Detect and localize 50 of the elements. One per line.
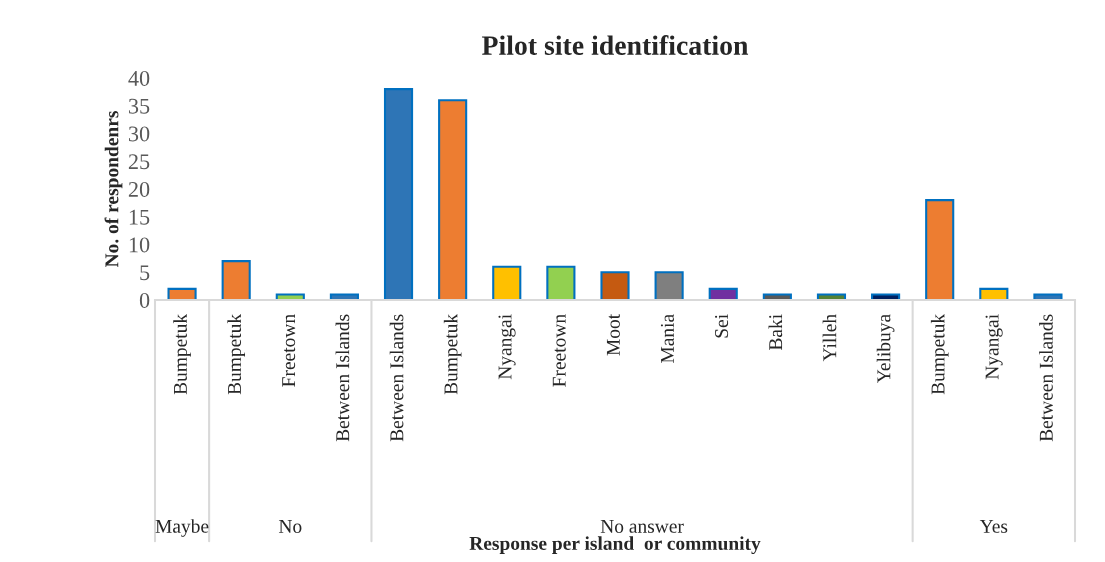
- text: Maybe: [155, 519, 209, 537]
- bar: [871, 293, 901, 300]
- y-tick-label: 30: [128, 126, 150, 142]
- x-tick-label: Bumpetuk: [443, 313, 462, 395]
- text: No answer: [600, 519, 684, 533]
- y-tick-label: 0: [139, 292, 150, 308]
- y-tick-label: 5: [140, 265, 150, 281]
- bar: [221, 260, 251, 300]
- y-tick-label: 35: [128, 98, 150, 114]
- bar: [167, 287, 197, 300]
- bar: [1033, 293, 1063, 300]
- bar: [925, 199, 955, 300]
- x-tick-label: Between Islands: [1039, 314, 1053, 442]
- y-tick-label: 15: [129, 209, 150, 225]
- x-tick-label: Sei: [715, 314, 729, 338]
- text: Yes: [979, 519, 1008, 533]
- y-tick-label: 20: [128, 181, 150, 197]
- bar: [708, 287, 738, 300]
- y-axis-title: No. of respondenrs: [104, 111, 123, 268]
- bar: [383, 88, 414, 300]
- x-tick-label: Moot: [606, 314, 620, 356]
- bar: [600, 271, 630, 300]
- x-tick-label: Nyangai: [985, 314, 1003, 380]
- text: No: [278, 519, 302, 533]
- x-tick-label: Between Islands: [335, 314, 350, 442]
- x-tick-label: Freetown: [552, 314, 566, 387]
- x-tick-label: Bumpetuk: [173, 313, 191, 395]
- bar: [816, 293, 847, 300]
- x-tick-label: Between Islands: [389, 314, 404, 442]
- bar: [762, 293, 792, 300]
- x-tick-label: Mania: [660, 314, 674, 364]
- y-tick-label: 25: [128, 154, 150, 170]
- x-tick-label: Yilleh: [822, 314, 837, 362]
- y-tick-label: 40: [128, 70, 150, 86]
- x-tick-label: Baki: [768, 314, 783, 351]
- x-tick-label: Bumpetuk: [930, 313, 949, 395]
- x-tick-label: Freetown: [282, 314, 296, 387]
- x-axis-title: Response per island or community: [469, 536, 761, 554]
- bar: [438, 99, 468, 300]
- bar: [275, 293, 305, 300]
- x-tick-label: Yelibuya: [876, 314, 895, 383]
- y-tick-label: 10: [129, 237, 150, 253]
- bar: [492, 265, 522, 300]
- bar: [546, 265, 576, 300]
- bar: [329, 293, 359, 300]
- x-tick-label: Bumpetuk: [227, 313, 245, 395]
- x-tick-label: Nyangai: [498, 314, 516, 380]
- bar: [654, 271, 684, 300]
- bar: [979, 287, 1009, 300]
- chart-title: Pilot site identification: [482, 35, 749, 55]
